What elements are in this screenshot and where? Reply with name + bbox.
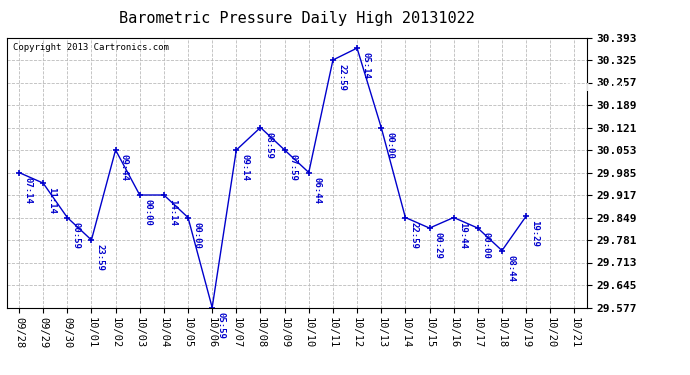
Text: 00:00: 00:00 bbox=[482, 232, 491, 259]
Text: 07:14: 07:14 bbox=[23, 177, 32, 204]
Text: 05:59: 05:59 bbox=[217, 312, 226, 339]
Text: 22:59: 22:59 bbox=[337, 64, 346, 91]
Text: 05:14: 05:14 bbox=[362, 52, 371, 79]
Text: 23:59: 23:59 bbox=[96, 244, 105, 271]
Text: 19:29: 19:29 bbox=[531, 220, 540, 247]
Text: 09:44: 09:44 bbox=[120, 154, 129, 181]
Text: Barometric Pressure Daily High 20131022: Barometric Pressure Daily High 20131022 bbox=[119, 11, 475, 26]
Text: Copyright 2013 Cartronics.com: Copyright 2013 Cartronics.com bbox=[12, 43, 168, 52]
Text: 00:59: 00:59 bbox=[72, 222, 81, 249]
Text: 00:00: 00:00 bbox=[193, 222, 201, 249]
Text: 00:29: 00:29 bbox=[434, 232, 443, 259]
Text: 09:14: 09:14 bbox=[241, 154, 250, 181]
Text: 00:00: 00:00 bbox=[386, 132, 395, 159]
Text: 22:59: 22:59 bbox=[410, 222, 419, 249]
Text: 08:44: 08:44 bbox=[506, 255, 515, 282]
Text: 19:44: 19:44 bbox=[458, 222, 467, 249]
Text: Pressure  (Inches/Hg): Pressure (Inches/Hg) bbox=[504, 83, 627, 93]
Text: 11:14: 11:14 bbox=[48, 187, 57, 214]
Text: 07:59: 07:59 bbox=[289, 154, 298, 181]
Text: 06:44: 06:44 bbox=[313, 177, 322, 204]
Text: 00:00: 00:00 bbox=[144, 199, 153, 226]
Text: 14:14: 14:14 bbox=[168, 199, 177, 226]
Text: 08:59: 08:59 bbox=[265, 132, 274, 159]
